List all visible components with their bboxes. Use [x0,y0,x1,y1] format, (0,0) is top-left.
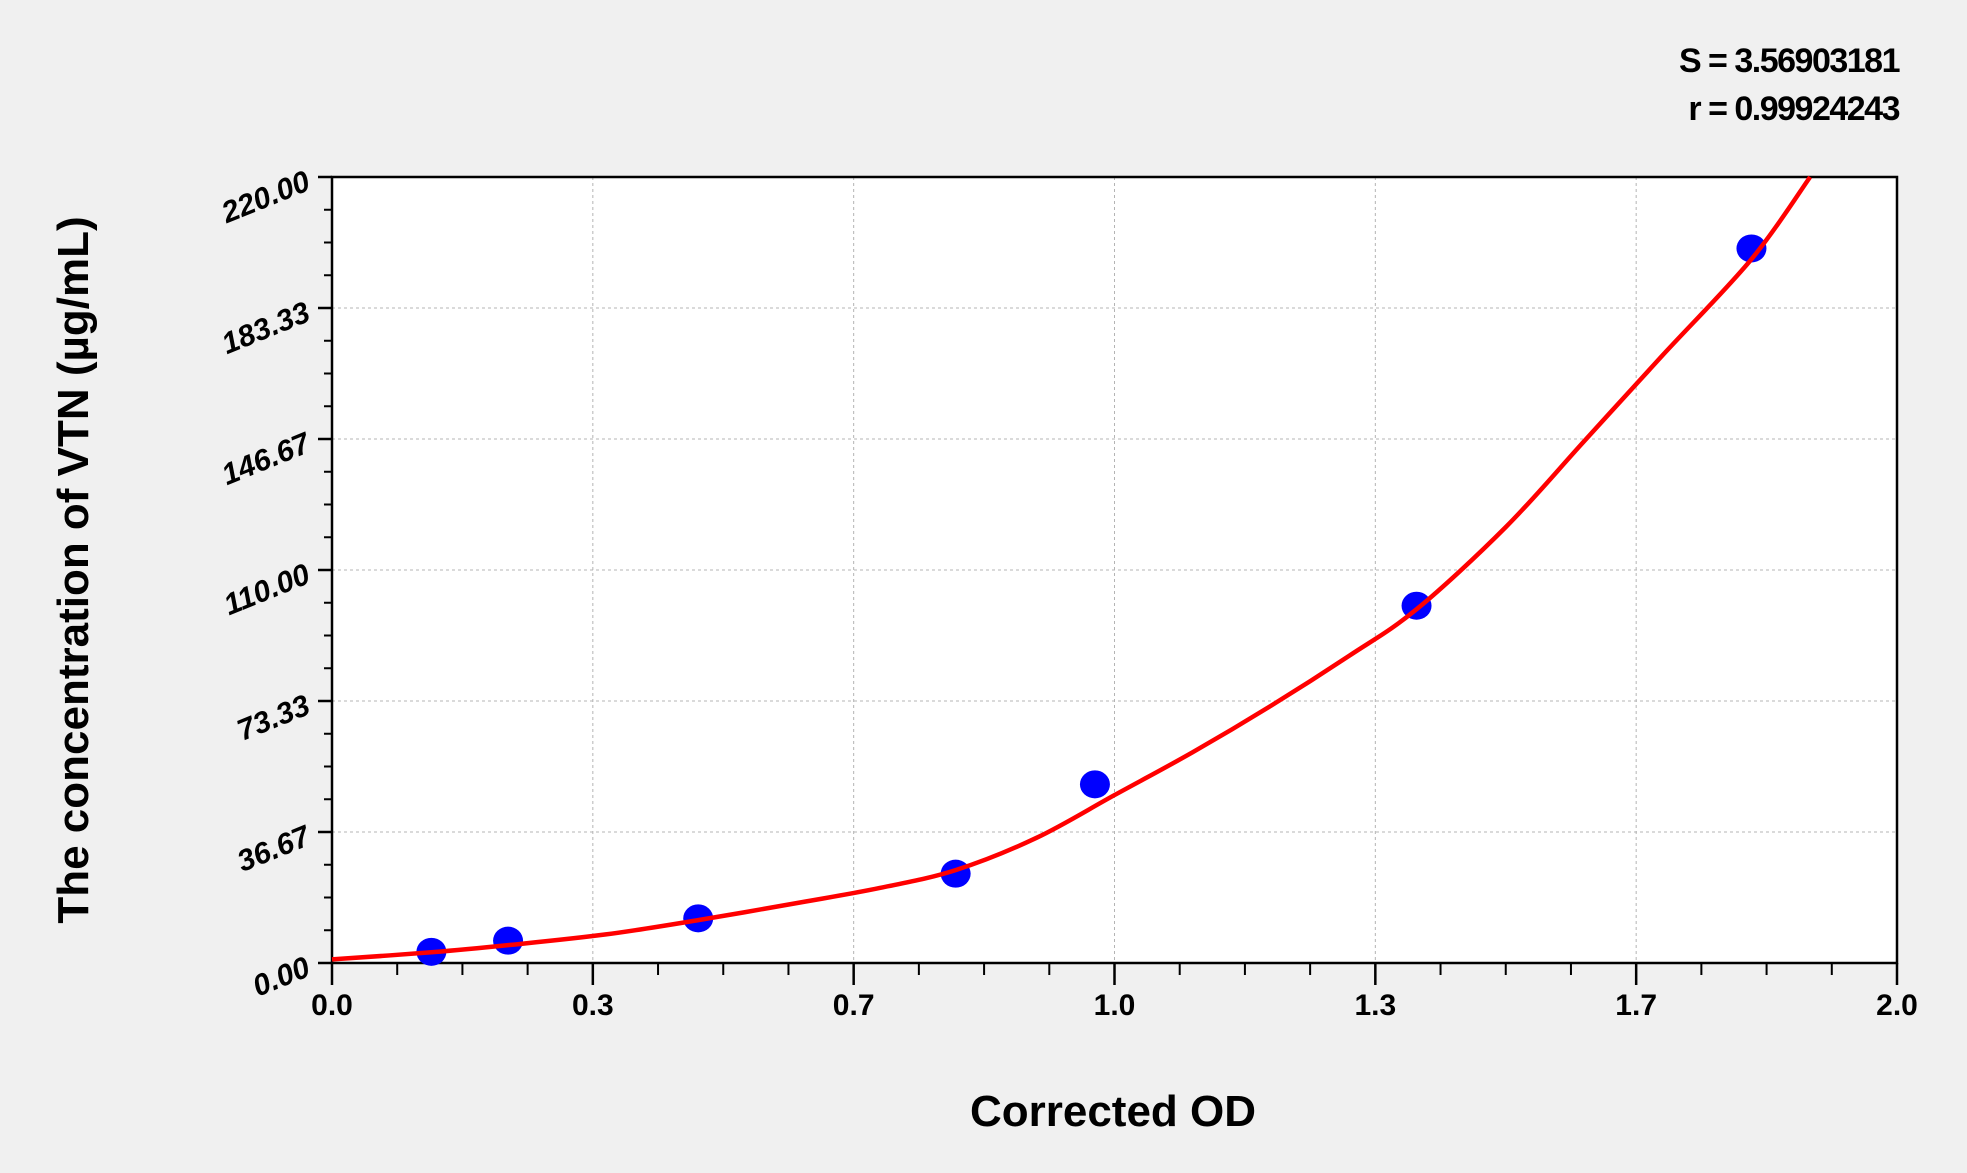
grid-lines [332,177,1897,963]
axis-ticks [318,175,1899,985]
y-tick-label: 36.67 [233,819,316,878]
x-tick-label: 1.7 [1615,989,1657,1022]
data-point [1079,770,1110,799]
x-axis-title: Corrected OD [970,1087,1256,1136]
y-tick-label: 0.00 [248,951,315,1004]
y-axis-title: The concentration of VTN (µg/mL) [49,216,98,923]
r-value-annotation: r = 0.99924243 [1688,90,1900,128]
y-tick-label: 183.33 [217,296,315,361]
x-tick-label: 1.0 [1094,989,1136,1022]
x-tick-label: 1.3 [1354,989,1396,1022]
y-tick-label: 146.67 [217,426,316,491]
y-tick-label: 220.00 [216,165,315,230]
y-tick-label: 110.00 [219,558,315,622]
data-marks [331,175,1812,966]
fit-curve [331,175,1812,962]
x-tick-label: 2.0 [1876,989,1918,1022]
x-tick-label: 0.3 [572,989,614,1022]
plot-frame [330,175,1899,965]
s-value-annotation: S = 3.56903181 [1678,42,1901,80]
y-tick-label: 73.33 [233,689,315,748]
data-point [1736,234,1767,263]
data-point [493,926,524,955]
x-tick-label: 0.7 [833,989,875,1022]
x-tick-label: 0.0 [311,989,353,1022]
